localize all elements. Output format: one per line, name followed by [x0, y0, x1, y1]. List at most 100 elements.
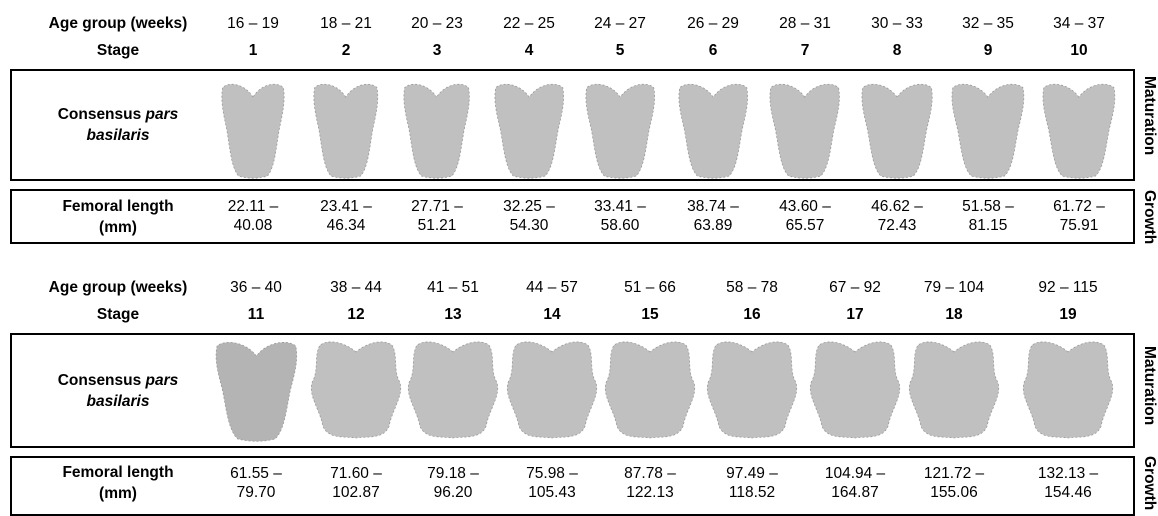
pars-basilaris-outline [951, 83, 1025, 179]
femoral-length-stage-18: 121.72 – 155.06 [899, 464, 1009, 502]
age-group-label-top: Age group (weeks) [48, 15, 188, 32]
bottom-stage-11: 11 [247, 306, 265, 323]
top-age-7: 28 – 31 [779, 15, 831, 32]
top-age-5: 24 – 27 [594, 15, 646, 32]
maturation-side-label-bottom: Maturation [1141, 346, 1158, 426]
bottom-stage-13: 13 [444, 306, 462, 323]
femoral-length-min: 104.94 – [824, 465, 886, 482]
femoral-length-stage-12: 71.60 – 102.87 [301, 464, 411, 502]
top-age-4: 22 – 25 [503, 15, 555, 32]
pars-basilaris-shape-stage-17 [809, 341, 901, 439]
pars-basilaris-shape-stage-14 [506, 341, 598, 439]
femoral-length-max: 58.60 [600, 217, 640, 234]
pars-basilaris-shape-stage-13 [407, 341, 499, 439]
femoral-length-stage-6: 38.74 – 63.89 [658, 197, 768, 235]
femoral-length-stage-16: 97.49 – 118.52 [697, 464, 807, 502]
femoral-length-min: 71.60 – [330, 465, 382, 482]
pars-basilaris-shape-stage-15 [604, 341, 696, 439]
pars-basilaris-shape-stage-5 [585, 83, 655, 179]
bottom-age-14: 44 – 57 [526, 279, 578, 296]
top-age-6: 26 – 29 [687, 15, 739, 32]
femoral-length-max: 40.08 [233, 217, 273, 234]
femoral-length-stage-14: 75.98 – 105.43 [497, 464, 607, 502]
femoral-length-max: 122.13 [626, 484, 674, 501]
bottom-age-15: 51 – 66 [624, 279, 676, 296]
growth-side-label-bottom: Growth [1141, 456, 1158, 511]
bottom-stage-18: 18 [945, 306, 963, 323]
pars-basilaris-outline [861, 83, 933, 179]
femoral-length-max: 96.20 [433, 484, 473, 501]
femoral-length-min: 43.60 – [779, 198, 831, 215]
top-age-8: 30 – 33 [871, 15, 923, 32]
bottom-stage-15: 15 [641, 306, 659, 323]
bottom-age-13: 41 – 51 [427, 279, 479, 296]
top-stage-4: 4 [524, 42, 534, 59]
pars-basilaris-outline [407, 341, 499, 439]
femoral-length-max: 63.89 [693, 217, 733, 234]
pars-basilaris-shape-stage-12 [310, 341, 402, 439]
bottom-stage-17: 17 [846, 306, 864, 323]
femoral-length-min: 61.72 – [1053, 198, 1105, 215]
femoral-length-min: 23.41 – [320, 198, 372, 215]
bottom-stage-14: 14 [543, 306, 561, 323]
pars-basilaris-outline [809, 341, 901, 439]
femoral-length-stage-7: 43.60 – 65.57 [750, 197, 860, 235]
top-maturation-box [10, 69, 1135, 181]
femoral-length-max: 65.57 [785, 217, 825, 234]
femoral-length-stage-13: 79.18 – 96.20 [398, 464, 508, 502]
bottom-age-16: 58 – 78 [726, 279, 778, 296]
femoral-length-stage-19: 132.13 – 154.46 [1013, 464, 1123, 502]
femoral-label-top: Femoral length (mm) [10, 196, 226, 238]
pars-basilaris-outline [494, 83, 564, 179]
pars-basilaris-shape-stage-1 [221, 83, 285, 179]
femoral-length-min: 27.71 – [411, 198, 463, 215]
top-stage-7: 7 [800, 42, 810, 59]
top-stage-5: 5 [615, 42, 625, 59]
consensus-prefix: Consensus [57, 106, 146, 123]
consensus-italic-2: basilaris [86, 127, 150, 144]
femoral-label-bottom: Femoral length (mm) [10, 462, 226, 504]
femoral-length-max: 51.21 [417, 217, 457, 234]
pars-basilaris-outline [215, 341, 297, 442]
bottom-maturation-box [10, 333, 1135, 448]
femoral-length-min: 22.11 – [227, 198, 279, 215]
pars-basilaris-outline [769, 83, 841, 179]
bottom-stage-12: 12 [347, 306, 365, 323]
femoral-length-max: 105.43 [528, 484, 576, 501]
pars-basilaris-shape-stage-11 [215, 341, 297, 442]
femoral-length-max: 46.34 [326, 217, 366, 234]
femoral-length-stage-17: 104.94 – 164.87 [800, 464, 910, 502]
top-stage-6: 6 [708, 42, 718, 59]
femoral-length-min: 61.55 – [230, 465, 282, 482]
top-age-1: 16 – 19 [227, 15, 279, 32]
age-group-label-bottom: Age group (weeks) [48, 279, 188, 296]
consensus-italic: pars [145, 372, 179, 389]
bottom-age-19: 92 – 115 [1038, 279, 1098, 296]
femoral-length-min: 33.41 – [594, 198, 646, 215]
top-age-2: 18 – 21 [320, 15, 372, 32]
femoral-length-min: 38.74 – [687, 198, 739, 215]
bottom-age-11: 36 – 40 [230, 279, 282, 296]
pars-basilaris-outline [1022, 341, 1114, 439]
femoral-length-stage-4: 32.25 – 54.30 [474, 197, 584, 235]
femoral-length-min: 97.49 – [726, 465, 778, 482]
femoral-length-min: 121.72 – [923, 465, 985, 482]
femoral-length-min: 75.98 – [526, 465, 578, 482]
pars-basilaris-outline [221, 83, 285, 179]
consensus-prefix: Consensus [57, 372, 146, 389]
top-age-9: 32 – 35 [962, 15, 1014, 32]
growth-side-label-top: Growth [1141, 190, 1158, 245]
femoral-length-min: 132.13 – [1037, 465, 1099, 482]
pars-basilaris-shape-stage-4 [494, 83, 564, 179]
femoral-length-stage-10: 61.72 – 75.91 [1024, 197, 1134, 235]
consensus-italic: pars [145, 106, 179, 123]
pars-basilaris-outline [1042, 83, 1116, 179]
femoral-length-max: 75.91 [1059, 217, 1099, 234]
top-age-3: 20 – 23 [411, 15, 463, 32]
pars-basilaris-outline [585, 83, 655, 179]
femoral-length-stage-11: 61.55 – 79.70 [201, 464, 311, 502]
pars-basilaris-outline [908, 341, 1000, 439]
bottom-age-17: 67 – 92 [829, 279, 881, 296]
pars-basilaris-outline [313, 83, 379, 179]
top-stage-3: 3 [432, 42, 442, 59]
